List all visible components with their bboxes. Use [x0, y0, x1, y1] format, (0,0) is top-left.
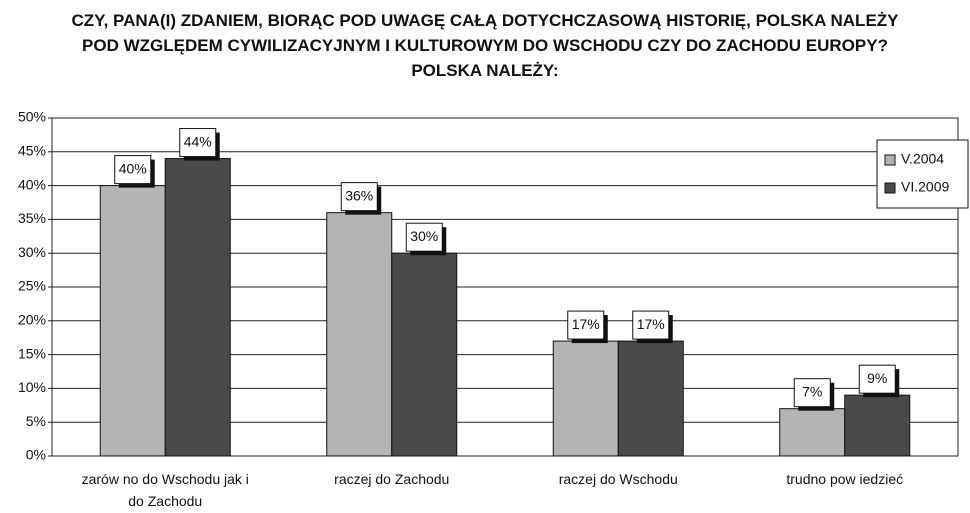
value-label-box: [114, 155, 152, 185]
value-label: 30%: [410, 228, 438, 244]
bar: [552, 340, 619, 457]
value-label-box: [567, 310, 605, 340]
legend-swatch: [884, 154, 896, 166]
bar: [164, 158, 231, 457]
legend-box: [876, 139, 969, 209]
value-label: 17%: [637, 316, 665, 332]
legend-label: V.2004: [901, 151, 944, 167]
x-tick-label-line: raczej do Wschodu: [559, 471, 678, 487]
bar: [391, 252, 458, 457]
x-tick-label-line: do Zachodu: [128, 493, 202, 509]
value-label: 36%: [345, 187, 373, 203]
value-label: 9%: [867, 370, 887, 386]
y-tick-label: 5%: [26, 413, 46, 429]
y-tick-label: 25%: [18, 278, 46, 294]
x-tick-label-line: trudno pow iedzieć: [786, 471, 903, 487]
x-tick-label: trudno pow iedzieć: [786, 471, 903, 487]
chart-title: CZY, PANA(I) ZDANIEM, BIORĄC POD UWAGĘ C…: [71, 11, 899, 80]
legend-swatch: [884, 182, 896, 194]
value-label-box: [632, 310, 670, 340]
y-tick-label: 45%: [18, 143, 46, 159]
y-tick-label: 35%: [18, 210, 46, 226]
legend-label: VI.2009: [901, 179, 949, 195]
value-label-box: [793, 378, 831, 408]
y-tick-label: 0%: [26, 447, 46, 463]
y-tick-label: 20%: [18, 312, 46, 328]
y-tick-label: 10%: [18, 379, 46, 395]
y-tick-label: 30%: [18, 244, 46, 260]
x-tick-label: zarów no do Wschodu jak i do Zachodu: [82, 471, 249, 509]
y-tick-label: 40%: [18, 176, 46, 192]
y-tick-label: 50%: [18, 109, 46, 125]
x-tick-label: raczej do Wschodu: [559, 471, 678, 487]
value-label: 7%: [802, 383, 822, 399]
x-tick-label-line: raczej do Zachodu: [334, 471, 449, 487]
bar: [617, 340, 684, 457]
plot-frame: [51, 117, 959, 457]
value-label: 17%: [572, 316, 600, 332]
value-label-box: [179, 128, 217, 158]
value-label-box: [405, 222, 443, 252]
x-tick-label-line: zarów no do Wschodu jak i: [82, 471, 249, 487]
x-tick-label: raczej do Zachodu: [334, 471, 449, 487]
bar: [779, 408, 846, 457]
value-label: 44%: [184, 133, 212, 149]
bar: [326, 212, 393, 457]
value-label-box: [340, 182, 378, 212]
y-tick-label: 15%: [18, 345, 46, 361]
value-label-box: [858, 364, 896, 394]
value-label: 40%: [119, 160, 147, 176]
bar: [99, 185, 166, 457]
bar: [844, 394, 911, 457]
